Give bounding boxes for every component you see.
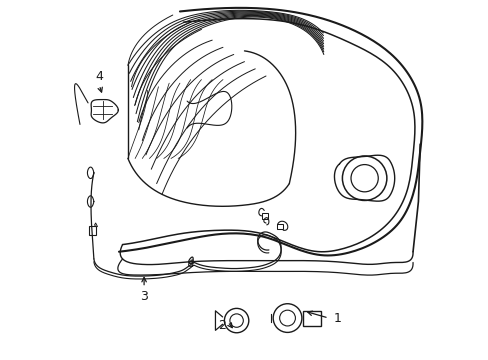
Text: 2: 2 — [218, 319, 226, 332]
Bar — [276, 224, 282, 229]
Text: 3: 3 — [140, 290, 148, 303]
Text: 1: 1 — [333, 311, 341, 325]
Bar — [88, 226, 96, 234]
Bar — [262, 213, 267, 219]
Text: 4: 4 — [95, 69, 103, 82]
